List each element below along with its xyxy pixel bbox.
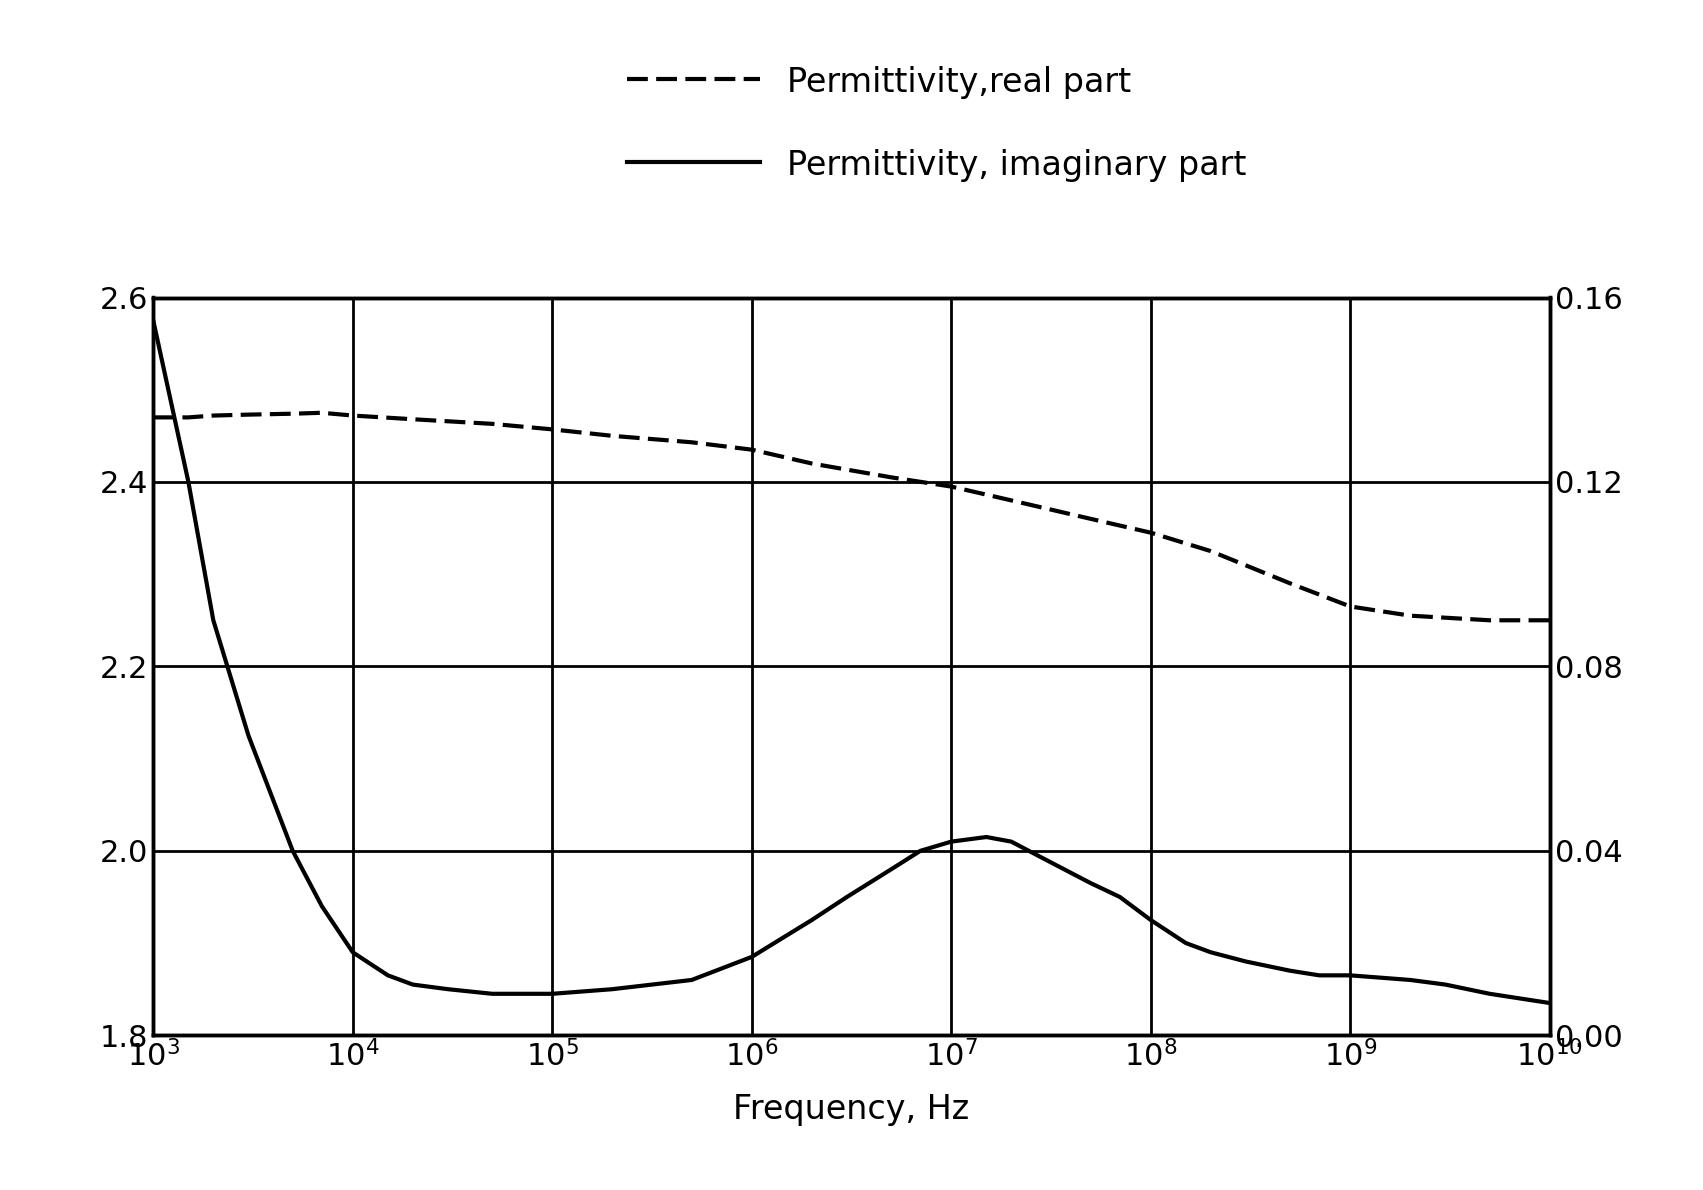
X-axis label: Frequency, Hz: Frequency, Hz (734, 1094, 969, 1127)
Legend: Permittivity,real part, Permittivity, imaginary part: Permittivity,real part, Permittivity, im… (613, 52, 1260, 195)
